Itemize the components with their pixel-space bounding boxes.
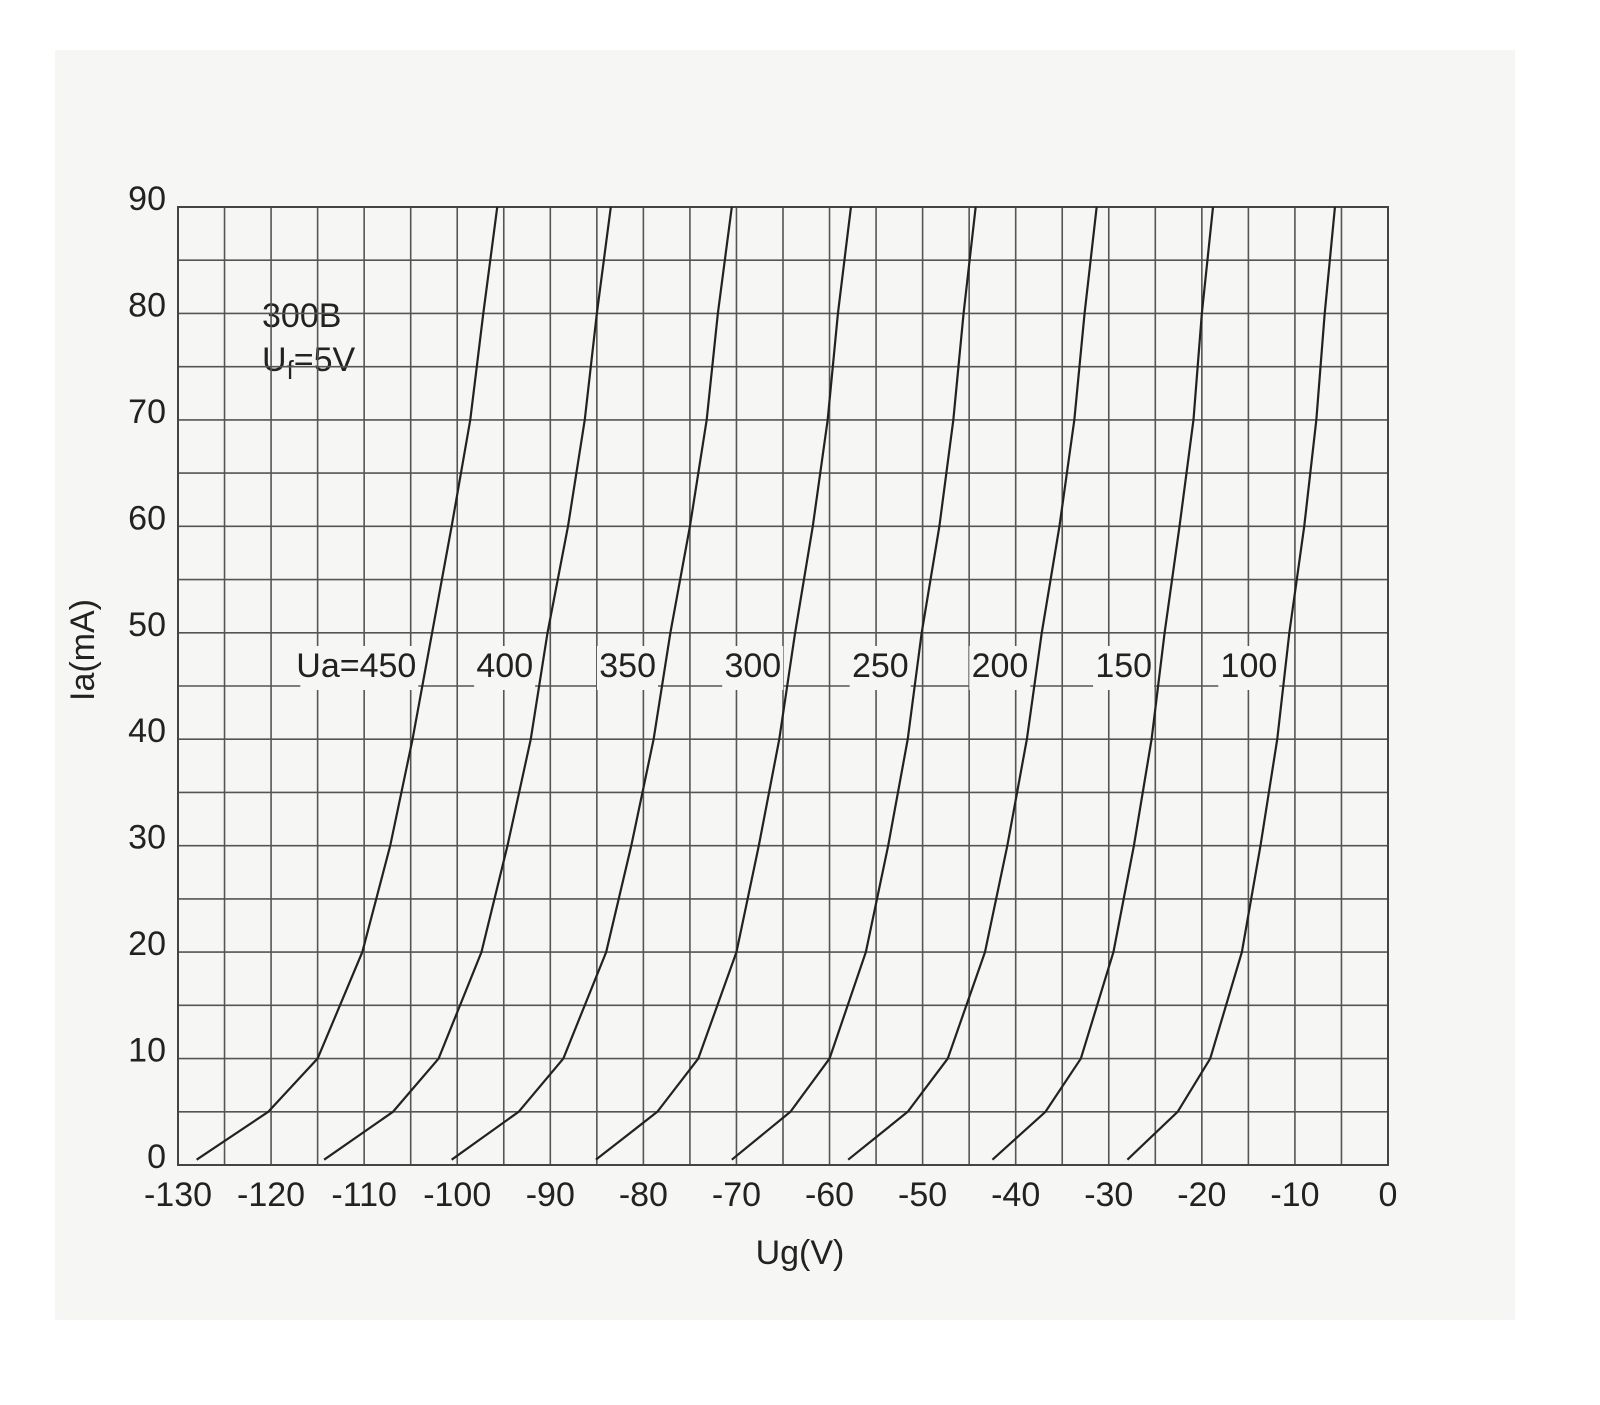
x-tick-label: -60 [805,1176,854,1214]
annotation-bg [250,295,365,395]
curve [847,206,1098,1161]
x-tick-label: -110 [331,1176,397,1214]
x-tick-label: -20 [1177,1176,1226,1214]
label-bg [1093,646,1155,690]
x-tick-label: -30 [1084,1176,1133,1214]
annotation-base: U [262,341,287,379]
y-tick-label: 0 [147,1138,166,1176]
x-axis-label: Ug(V) [756,1234,845,1272]
curve [595,206,853,1161]
y-tick-label: 50 [128,606,166,644]
annotation-filament: Uf=5V [262,341,356,385]
x-tick-label: -70 [712,1176,761,1214]
series-label: 300 [724,647,781,685]
label-bg [969,646,1031,690]
x-tick-label: 0 [1379,1176,1398,1214]
series-label: 150 [1095,647,1152,685]
x-tick-label: -50 [898,1176,947,1214]
x-tick-label: -10 [1270,1176,1319,1214]
x-tick-label: -100 [423,1176,491,1214]
curve [991,206,1215,1161]
y-tick-label: 20 [128,925,166,963]
y-tick-label: 80 [128,286,166,324]
plot-frame [177,206,1389,1166]
series-label: Ua=450 [296,647,416,685]
label-bg [722,646,784,690]
y-tick-label: 40 [128,712,166,750]
curve [731,206,977,1161]
y-tick-label: 60 [128,499,166,537]
y-tick-label: 70 [128,393,166,431]
label-bg [849,646,911,690]
annotation-rest: =5V [294,341,356,379]
series-label: 100 [1221,647,1278,685]
curve [1126,206,1337,1161]
x-tick-label: -40 [991,1176,1040,1214]
label-bg [1218,646,1280,690]
curve [451,206,733,1161]
curve [323,206,612,1161]
x-tick-label: -120 [237,1176,305,1214]
paper [55,50,1515,1320]
annotation-tube: 300B [262,297,341,335]
y-tick-label: 10 [128,1032,166,1070]
series-label: 400 [476,647,533,685]
y-tick-label: 90 [128,180,166,218]
curve [196,206,499,1161]
series-label: 250 [852,647,909,685]
label-bg [474,646,536,690]
x-tick-label: -90 [526,1176,575,1214]
annotation-sub: f [287,355,295,385]
series-label: 350 [599,647,656,685]
y-axis-label: Ia(mA) [64,599,102,701]
y-tick-label: 30 [128,819,166,857]
x-tick-label: -80 [619,1176,668,1214]
x-tick-label: -130 [144,1176,212,1214]
label-bg [300,646,419,690]
label-bg [597,646,658,690]
series-label: 200 [972,647,1029,685]
